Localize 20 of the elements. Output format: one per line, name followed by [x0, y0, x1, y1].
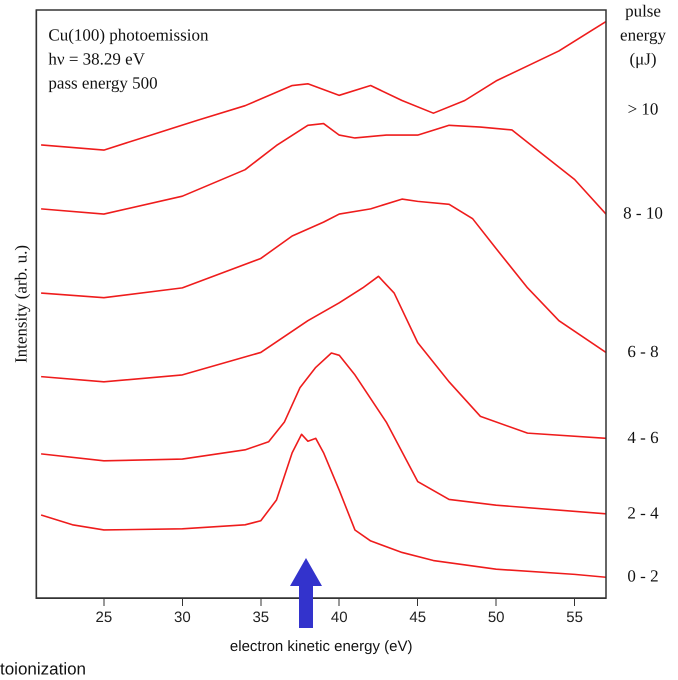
annotation: Cu(100) photoemission	[48, 25, 209, 44]
legend-title: pulse energy (μJ)	[620, 1, 666, 68]
text: > 10	[628, 99, 658, 118]
series-label: 0 - 2	[627, 566, 659, 586]
x-tick-label: 55	[566, 609, 583, 626]
series-label: 6 - 8	[627, 342, 659, 361]
series-label: 4 - 6	[627, 428, 659, 447]
text: toionization	[0, 660, 86, 679]
x-tick-label: 30	[174, 609, 191, 626]
annotation: hν = 38.29 eV	[48, 49, 146, 68]
y-axis-title: Intensity (arb. u.)	[12, 244, 31, 364]
x-tick-label: 50	[488, 609, 505, 626]
x-axis-title: electron kinetic energy (eV)	[230, 638, 412, 656]
annotation: pass energy 500	[48, 73, 158, 92]
series-label: 8 - 10	[623, 204, 663, 223]
x-tick-label: 25	[96, 609, 112, 626]
x-tick-label: 45	[409, 609, 426, 626]
x-tick-label: 35	[252, 609, 270, 626]
x-tick-label: 40	[330, 609, 348, 626]
series-label: 2 - 4	[627, 503, 660, 522]
